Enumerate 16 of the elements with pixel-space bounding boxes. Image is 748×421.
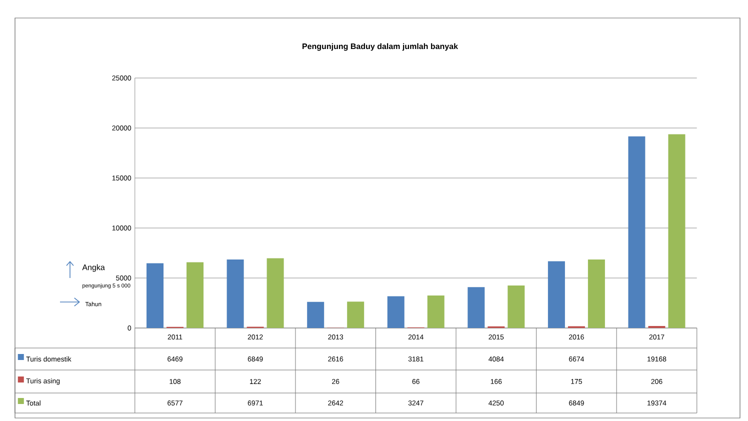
bar (186, 262, 204, 328)
bar (307, 302, 324, 328)
bar (347, 302, 364, 328)
bar (508, 286, 525, 328)
bar (266, 258, 284, 328)
bar (628, 136, 646, 328)
bar (588, 260, 605, 328)
bar (146, 263, 164, 328)
text: Angka (82, 264, 105, 272)
bar (668, 134, 686, 328)
bar (226, 260, 244, 328)
chart-title: Pengunjung Baduy dalam jumlah banyak (302, 43, 458, 51)
bar (468, 287, 485, 328)
bar (548, 261, 565, 328)
bar (427, 296, 444, 328)
bar (387, 296, 404, 328)
